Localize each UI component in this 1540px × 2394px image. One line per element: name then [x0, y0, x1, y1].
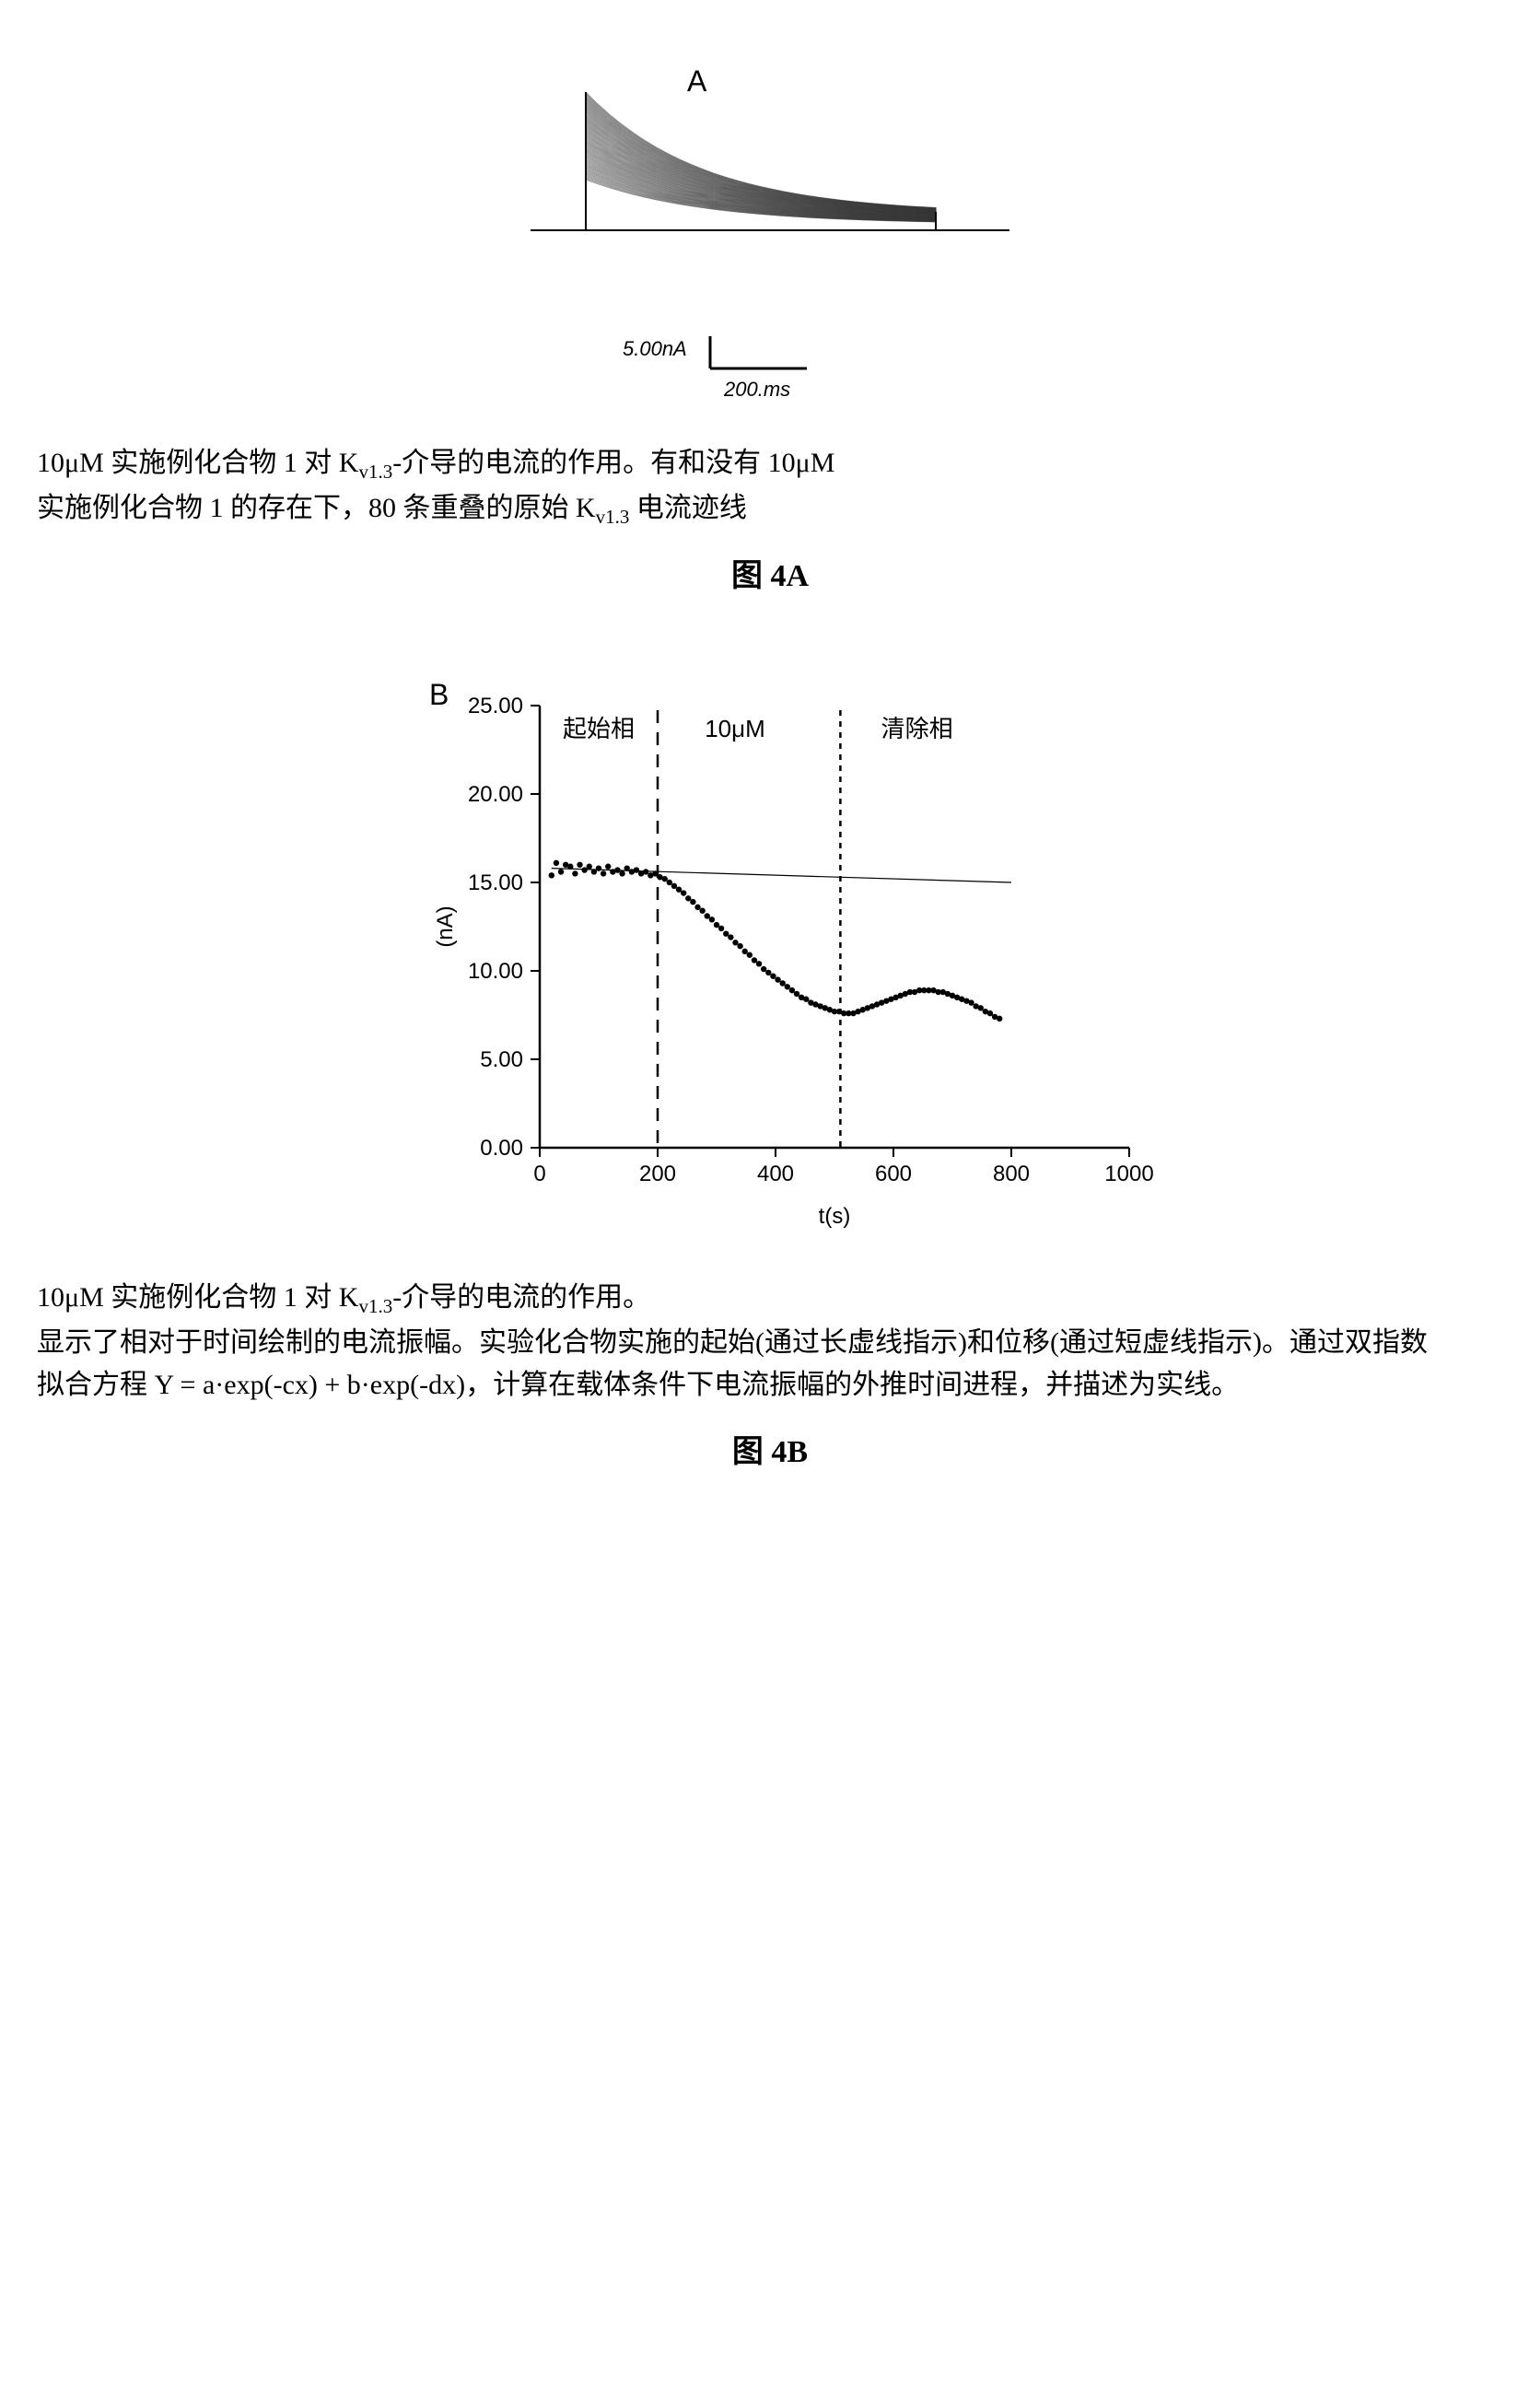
svg-text:起始相: 起始相: [563, 716, 635, 742]
svg-text:1000: 1000: [1104, 1162, 1153, 1186]
figure-a: A 5.00nA 200.ms: [356, 74, 1184, 405]
current-trace-plot: [531, 74, 1009, 276]
figure-a-title: 图 4A: [37, 550, 1503, 595]
svg-text:20.00: 20.00: [468, 782, 523, 807]
svg-text:0.00: 0.00: [480, 1136, 523, 1161]
panel-a-label: A: [687, 64, 706, 99]
caption-a-sub-2: v1.3: [596, 506, 630, 528]
svg-text:(nA): (nA): [433, 905, 458, 947]
figure-b-title: 图 4B: [37, 1426, 1503, 1471]
svg-text:10μM: 10μM: [705, 715, 765, 742]
scale-x-label: 200.ms: [724, 378, 790, 402]
scale-y-label: 5.00nA: [623, 337, 687, 361]
caption-b-sub-1: v1.3: [358, 1295, 392, 1317]
caption-a-text-1b: -介导的电流的作用。有和没有 10μM: [392, 448, 834, 478]
scale-bar: 5.00nA 200.ms: [531, 332, 1009, 405]
svg-text:t(s): t(s): [819, 1204, 851, 1229]
svg-text:5.00: 5.00: [480, 1047, 523, 1072]
caption-a-text-2a: 实施例化合物 1 的存在下，80 条重叠的原始 K: [37, 493, 596, 523]
caption-b-text-2: 显示了相对于时间绘制的电流振幅。实验化合物实施的起始(通过长虚线指示)和位移(通…: [37, 1327, 1428, 1401]
panel-b-label: B: [429, 678, 449, 712]
caption-a-text-2b: 电流迹线: [629, 493, 747, 523]
figure-a-caption: 10μM 实施例化合物 1 对 Kv1.3-介导的电流的作用。有和没有 10μM…: [37, 442, 1437, 531]
caption-b-text-1a: 10μM 实施例化合物 1 对 K: [37, 1282, 358, 1313]
svg-text:0: 0: [533, 1162, 545, 1186]
figure-b: B 0.00 5.00 10.00 15.00 20.00 25.00 0 200 400 600…: [309, 669, 1231, 1240]
svg-text:15.00: 15.00: [468, 870, 523, 895]
caption-a-sub-1: v1.3: [358, 461, 392, 483]
svg-text:25.00: 25.00: [468, 694, 523, 718]
svg-text:清除相: 清除相: [881, 716, 953, 742]
svg-text:10.00: 10.00: [468, 959, 523, 984]
time-course-chart: 0.00 5.00 10.00 15.00 20.00 25.00 0 200 400 600 80…: [356, 669, 1184, 1240]
svg-text:600: 600: [875, 1162, 912, 1186]
caption-b-text-1b: -介导的电流的作用。: [392, 1282, 650, 1313]
svg-text:800: 800: [993, 1162, 1030, 1186]
svg-text:400: 400: [757, 1162, 794, 1186]
figure-b-caption: 10μM 实施例化合物 1 对 Kv1.3-介导的电流的作用。 显示了相对于时间…: [37, 1277, 1437, 1407]
trace-svg: [531, 74, 1009, 276]
svg-text:200: 200: [639, 1162, 676, 1186]
caption-a-text-1: 10μM 实施例化合物 1 对 K: [37, 448, 358, 478]
